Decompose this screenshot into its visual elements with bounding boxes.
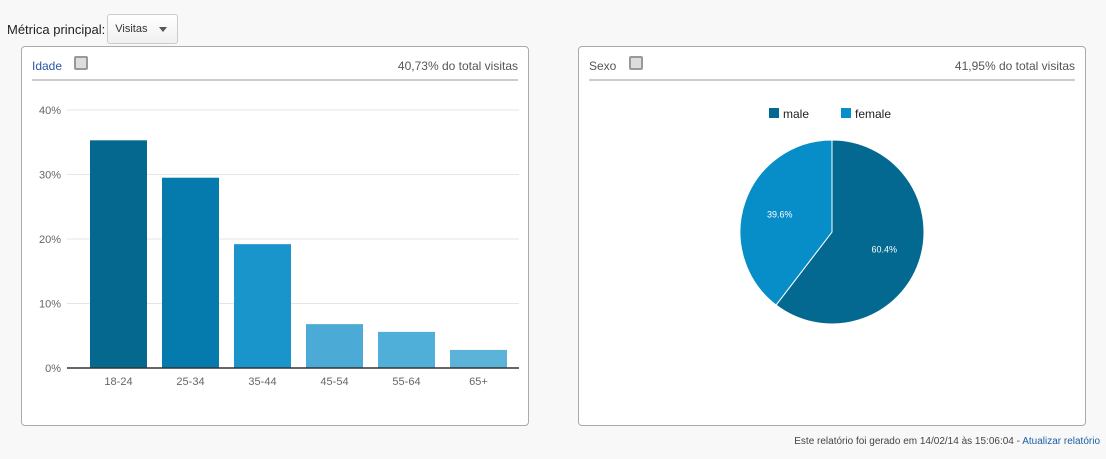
x-tick-label: 18-24 bbox=[104, 376, 132, 388]
legend-swatch-male bbox=[769, 108, 779, 118]
export-icon[interactable] bbox=[629, 56, 643, 70]
pie-slice-female bbox=[739, 139, 833, 306]
y-tick-label: 30% bbox=[39, 170, 61, 182]
legend-label-female: female bbox=[855, 107, 891, 121]
x-tick-label: 65+ bbox=[469, 376, 488, 388]
metric-label: Métrica principal: bbox=[7, 21, 106, 37]
pie-slice-male bbox=[775, 139, 925, 325]
x-tick-label: 55-64 bbox=[392, 376, 420, 388]
x-tick-label: 25-34 bbox=[176, 376, 204, 388]
y-tick-label: 20% bbox=[39, 234, 61, 246]
legend-label-male: male bbox=[783, 107, 809, 121]
bar-25-34 bbox=[162, 177, 219, 368]
report-footer: Este relatório foi gerado em 14/02/14 às… bbox=[794, 436, 1100, 447]
age-panel: Idade 40,73% do total visitas 0% 10% 20% 30… bbox=[21, 46, 529, 426]
age-panel-header: Idade 40,73% do total visitas bbox=[32, 47, 518, 81]
x-tick-label: 35-44 bbox=[248, 376, 276, 388]
age-bar-chart: 0% 10% 20% 30% 40% 18-24 25-34 35-44 45-54 55-64 6… bbox=[39, 105, 519, 388]
bar-35-44 bbox=[234, 244, 291, 368]
metric-value: Visitas bbox=[115, 23, 148, 35]
y-tick-label: 10% bbox=[39, 299, 61, 311]
sex-panel-header: Sexo 41,95% do total visitas bbox=[589, 47, 1075, 81]
age-panel-total: 40,73% do total visitas bbox=[397, 59, 518, 73]
age-panel-title[interactable]: Idade bbox=[32, 59, 63, 73]
x-tick-label: 45-54 bbox=[320, 376, 348, 388]
bar-18-24 bbox=[90, 140, 147, 368]
metric-selector: Métrica principal: Visitas bbox=[7, 14, 179, 44]
sex-panel: Sexo 41,95% do total visitas male female 6… bbox=[578, 46, 1086, 426]
legend-swatch-female bbox=[841, 108, 851, 118]
bar-65+ bbox=[450, 349, 507, 368]
sex-panel-title: Sexo bbox=[589, 59, 617, 73]
bar-45-54 bbox=[306, 324, 363, 368]
y-tick-label: 40% bbox=[39, 105, 61, 117]
export-icon[interactable] bbox=[74, 56, 88, 70]
chevron-down-icon bbox=[159, 26, 168, 32]
y-tick-label: 0% bbox=[45, 363, 61, 375]
pie-label-male: 60.4% bbox=[872, 245, 898, 255]
sex-panel-total: 41,95% do total visitas bbox=[954, 59, 1075, 73]
refresh-report-link[interactable]: Atualizar relatório bbox=[1022, 436, 1100, 447]
sex-pie-chart: male female 60.4% 39.6% bbox=[739, 107, 925, 325]
pie-label-female: 39.6% bbox=[767, 209, 793, 219]
metric-dropdown[interactable]: Visitas bbox=[107, 14, 179, 44]
footer-text: Este relatório foi gerado em 14/02/14 às… bbox=[794, 436, 1023, 447]
bar-55-64 bbox=[378, 331, 435, 368]
